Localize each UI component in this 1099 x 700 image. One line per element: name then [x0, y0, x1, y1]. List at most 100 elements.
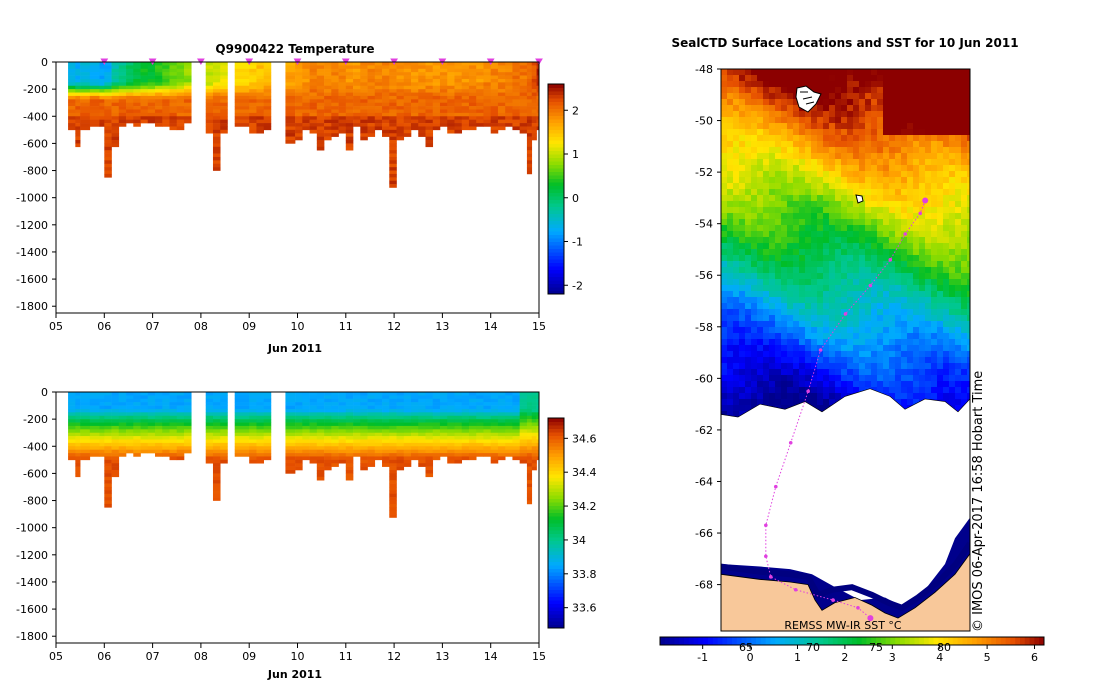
sst-cell	[745, 165, 752, 172]
profile-cell	[389, 392, 397, 396]
profile-cell	[155, 75, 163, 80]
profile-cell	[80, 102, 91, 107]
sst-cell	[751, 201, 758, 208]
sst-cell	[847, 81, 854, 88]
colorbar-segment	[548, 283, 564, 288]
sst-cell	[811, 237, 818, 244]
profile-cell	[104, 150, 112, 154]
sst-cell	[775, 93, 782, 100]
sst-cell	[805, 345, 812, 352]
profile-cell	[169, 68, 178, 73]
sst-cell	[811, 129, 818, 136]
profile-cell	[461, 412, 470, 417]
profile-cell	[345, 395, 354, 400]
sst-cell	[763, 75, 770, 82]
profile-cell	[418, 75, 426, 80]
profile-cell	[309, 65, 318, 70]
profile-cell	[234, 65, 250, 70]
profile-cell	[468, 456, 477, 461]
profile-cell	[497, 442, 506, 447]
profile-cell	[80, 92, 91, 97]
sst-cell	[793, 99, 800, 106]
sst-cell	[931, 249, 938, 256]
sst-cell	[937, 297, 944, 304]
x-tick-label: 06	[97, 320, 111, 333]
sst-cell	[835, 279, 842, 286]
sst-cell	[865, 309, 872, 316]
sst-cell	[889, 243, 896, 250]
sst-cell	[805, 285, 812, 292]
sst-cell	[943, 159, 950, 166]
profile-cell	[497, 75, 506, 80]
profile-cell	[249, 92, 257, 97]
colorbar-segment	[548, 206, 564, 211]
sst-cell	[889, 177, 896, 184]
profile-cell	[490, 112, 499, 117]
temperature-section-panel: Q9900422 Temperature 0-200-400-600-800-1…	[16, 42, 583, 355]
profile-cell	[519, 415, 528, 420]
profile-cell	[263, 89, 272, 93]
sst-cell	[829, 237, 836, 244]
sst-cell	[895, 255, 902, 262]
profile-cell	[345, 392, 354, 396]
sst-cell	[955, 327, 962, 334]
profile-cell	[418, 65, 426, 70]
profile-cell	[220, 119, 228, 124]
sst-cell	[769, 189, 776, 196]
sst-cell	[925, 225, 932, 232]
profile-cell	[118, 442, 127, 447]
x-tick-label: 14	[484, 650, 498, 663]
sst-cell	[739, 117, 746, 124]
profile-cell	[302, 72, 310, 76]
profile-cell	[425, 392, 434, 396]
profile-cell	[183, 402, 192, 406]
sst-cell	[901, 189, 908, 196]
sst-cell	[751, 81, 758, 88]
profile-cell	[285, 99, 296, 104]
profile-cell	[68, 412, 76, 417]
profile-cell	[183, 106, 192, 110]
sst-cell	[853, 93, 860, 100]
sst-cell	[955, 333, 962, 340]
sst-cell	[757, 309, 764, 316]
sst-cell	[913, 93, 920, 100]
profile-cell	[205, 112, 214, 117]
profile-cell	[345, 442, 354, 447]
sst-cell	[799, 339, 806, 346]
colorbar-segment	[548, 252, 564, 256]
profile-cell	[461, 78, 470, 83]
profile-cell	[374, 112, 383, 117]
sst-cell	[889, 369, 896, 376]
sst-cell	[781, 249, 788, 256]
profile-cell	[345, 109, 354, 114]
sst-cell	[823, 183, 830, 190]
x-tick-label: 15	[532, 650, 546, 663]
profile-cell	[176, 65, 185, 70]
profile-cell	[425, 459, 434, 464]
profile-cell	[396, 95, 405, 100]
sst-cell	[763, 219, 770, 226]
colorbar-frame	[547, 83, 565, 295]
profile-cell	[531, 419, 537, 423]
sst-cell	[955, 87, 962, 94]
profile-cell	[169, 446, 178, 450]
profile-cell	[374, 432, 383, 437]
profile-cell	[80, 89, 91, 93]
sst-cell	[817, 303, 824, 310]
sst-cell	[847, 369, 854, 376]
profile-cell	[367, 453, 376, 457]
profile-cell	[526, 62, 533, 66]
profile-cell	[212, 133, 221, 137]
sst-cell	[769, 87, 776, 94]
profile-cell	[249, 398, 257, 403]
sst-cell	[823, 165, 830, 172]
sst-cell	[949, 117, 956, 124]
profile-cell	[490, 72, 499, 76]
profile-cell	[263, 99, 272, 104]
sst-cell	[829, 105, 836, 112]
sst-cell	[787, 267, 794, 274]
profile-cell	[263, 415, 272, 420]
profile-cell	[183, 412, 192, 417]
profile-cell	[169, 82, 178, 87]
